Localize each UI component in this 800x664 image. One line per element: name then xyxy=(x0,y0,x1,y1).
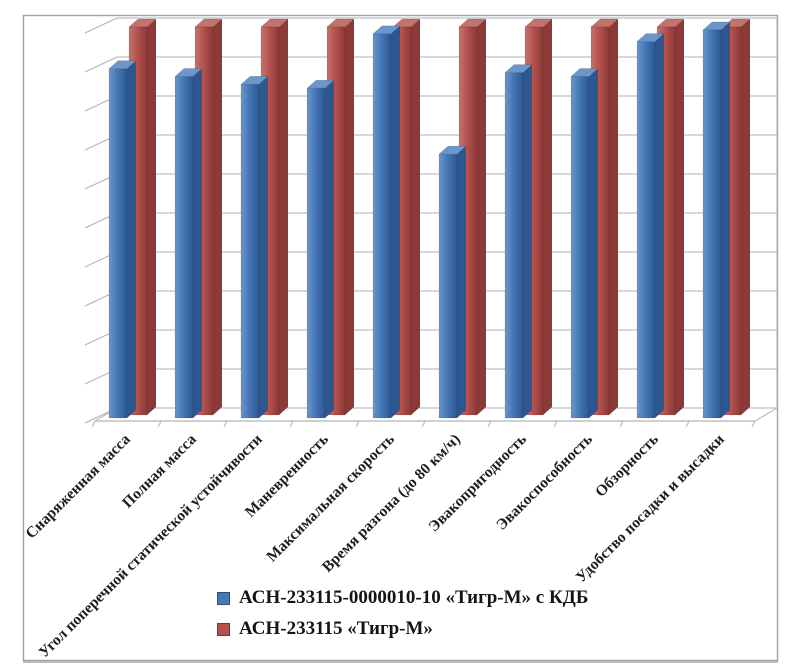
value-axis-tick xyxy=(84,56,118,73)
category-tick xyxy=(751,420,756,428)
legend-label-series-0: АСН-233115-0000010-10 «Тигр-М» с КДБ xyxy=(239,587,589,608)
legend-item-series-0: АСН-233115-0000010-10 «Тигр-М» с КДБ xyxy=(217,587,588,609)
bar-red-9-side xyxy=(741,19,750,415)
bar-blue-2-side xyxy=(259,76,268,418)
category-tick xyxy=(421,420,426,428)
bar-blue-0-side xyxy=(127,60,136,419)
bar-blue-6-front xyxy=(504,72,524,419)
bar-blue-9-side xyxy=(721,22,730,418)
chart-legend: АСН-233115-0000010-10 «Тигр-М» с КДБ АСН… xyxy=(217,587,588,640)
bar-blue-3-front xyxy=(306,87,326,419)
category-label: Максимальная скорость xyxy=(263,431,398,566)
category-label: Обзорность xyxy=(592,431,662,501)
legend-marker-red-icon xyxy=(217,622,230,636)
bar-blue-6-side xyxy=(523,64,532,419)
bar-blue-1-front xyxy=(174,76,194,419)
bar-blue-8-side xyxy=(655,33,664,418)
category-tick xyxy=(91,420,96,428)
bar-blue-2-front xyxy=(240,84,260,419)
legend-item-series-1: АСН-233115 «Тигр-М» xyxy=(217,618,588,640)
bar-red-7-side xyxy=(609,19,618,415)
bar-blue-5-front xyxy=(438,153,458,419)
floor-right-edge xyxy=(754,407,778,422)
category-label: Снаряженная масса xyxy=(22,431,134,543)
value-axis-tick xyxy=(84,17,118,34)
bar-blue-0-front xyxy=(108,68,128,419)
legend-label-series-1: АСН-233115 «Тигр-М» xyxy=(239,618,433,639)
bar-red-0-side xyxy=(147,19,156,415)
category-tick xyxy=(157,420,162,428)
category-tick xyxy=(553,420,558,428)
bar-red-4-side xyxy=(411,19,420,415)
bar-red-2-side xyxy=(279,19,288,415)
bar-red-5-side xyxy=(477,19,486,415)
bar-blue-9-front xyxy=(702,29,722,419)
bar-red-8-side xyxy=(675,19,684,415)
bar-red-6-side xyxy=(543,19,552,415)
bar-blue-7-front xyxy=(570,76,590,419)
bar-blue-8-front xyxy=(636,41,656,419)
bar-red-1-side xyxy=(213,19,222,415)
bar-blue-1-side xyxy=(193,68,202,418)
category-tick xyxy=(685,420,690,428)
legend-marker-blue-icon xyxy=(217,591,230,605)
category-tick xyxy=(487,420,492,428)
bar-blue-5-side xyxy=(457,146,466,418)
category-tick xyxy=(223,420,228,428)
bar-red-3-side xyxy=(345,19,354,415)
category-tick xyxy=(289,420,294,428)
bar-blue-4-side xyxy=(391,25,400,418)
category-tick xyxy=(355,420,360,428)
bar-blue-3-side xyxy=(325,80,334,418)
category-tick xyxy=(619,420,624,428)
bar-blue-4-front xyxy=(372,33,392,419)
bar-blue-7-side xyxy=(589,68,598,418)
category-label: Время разгона (до 80 км/ч) xyxy=(319,431,464,576)
